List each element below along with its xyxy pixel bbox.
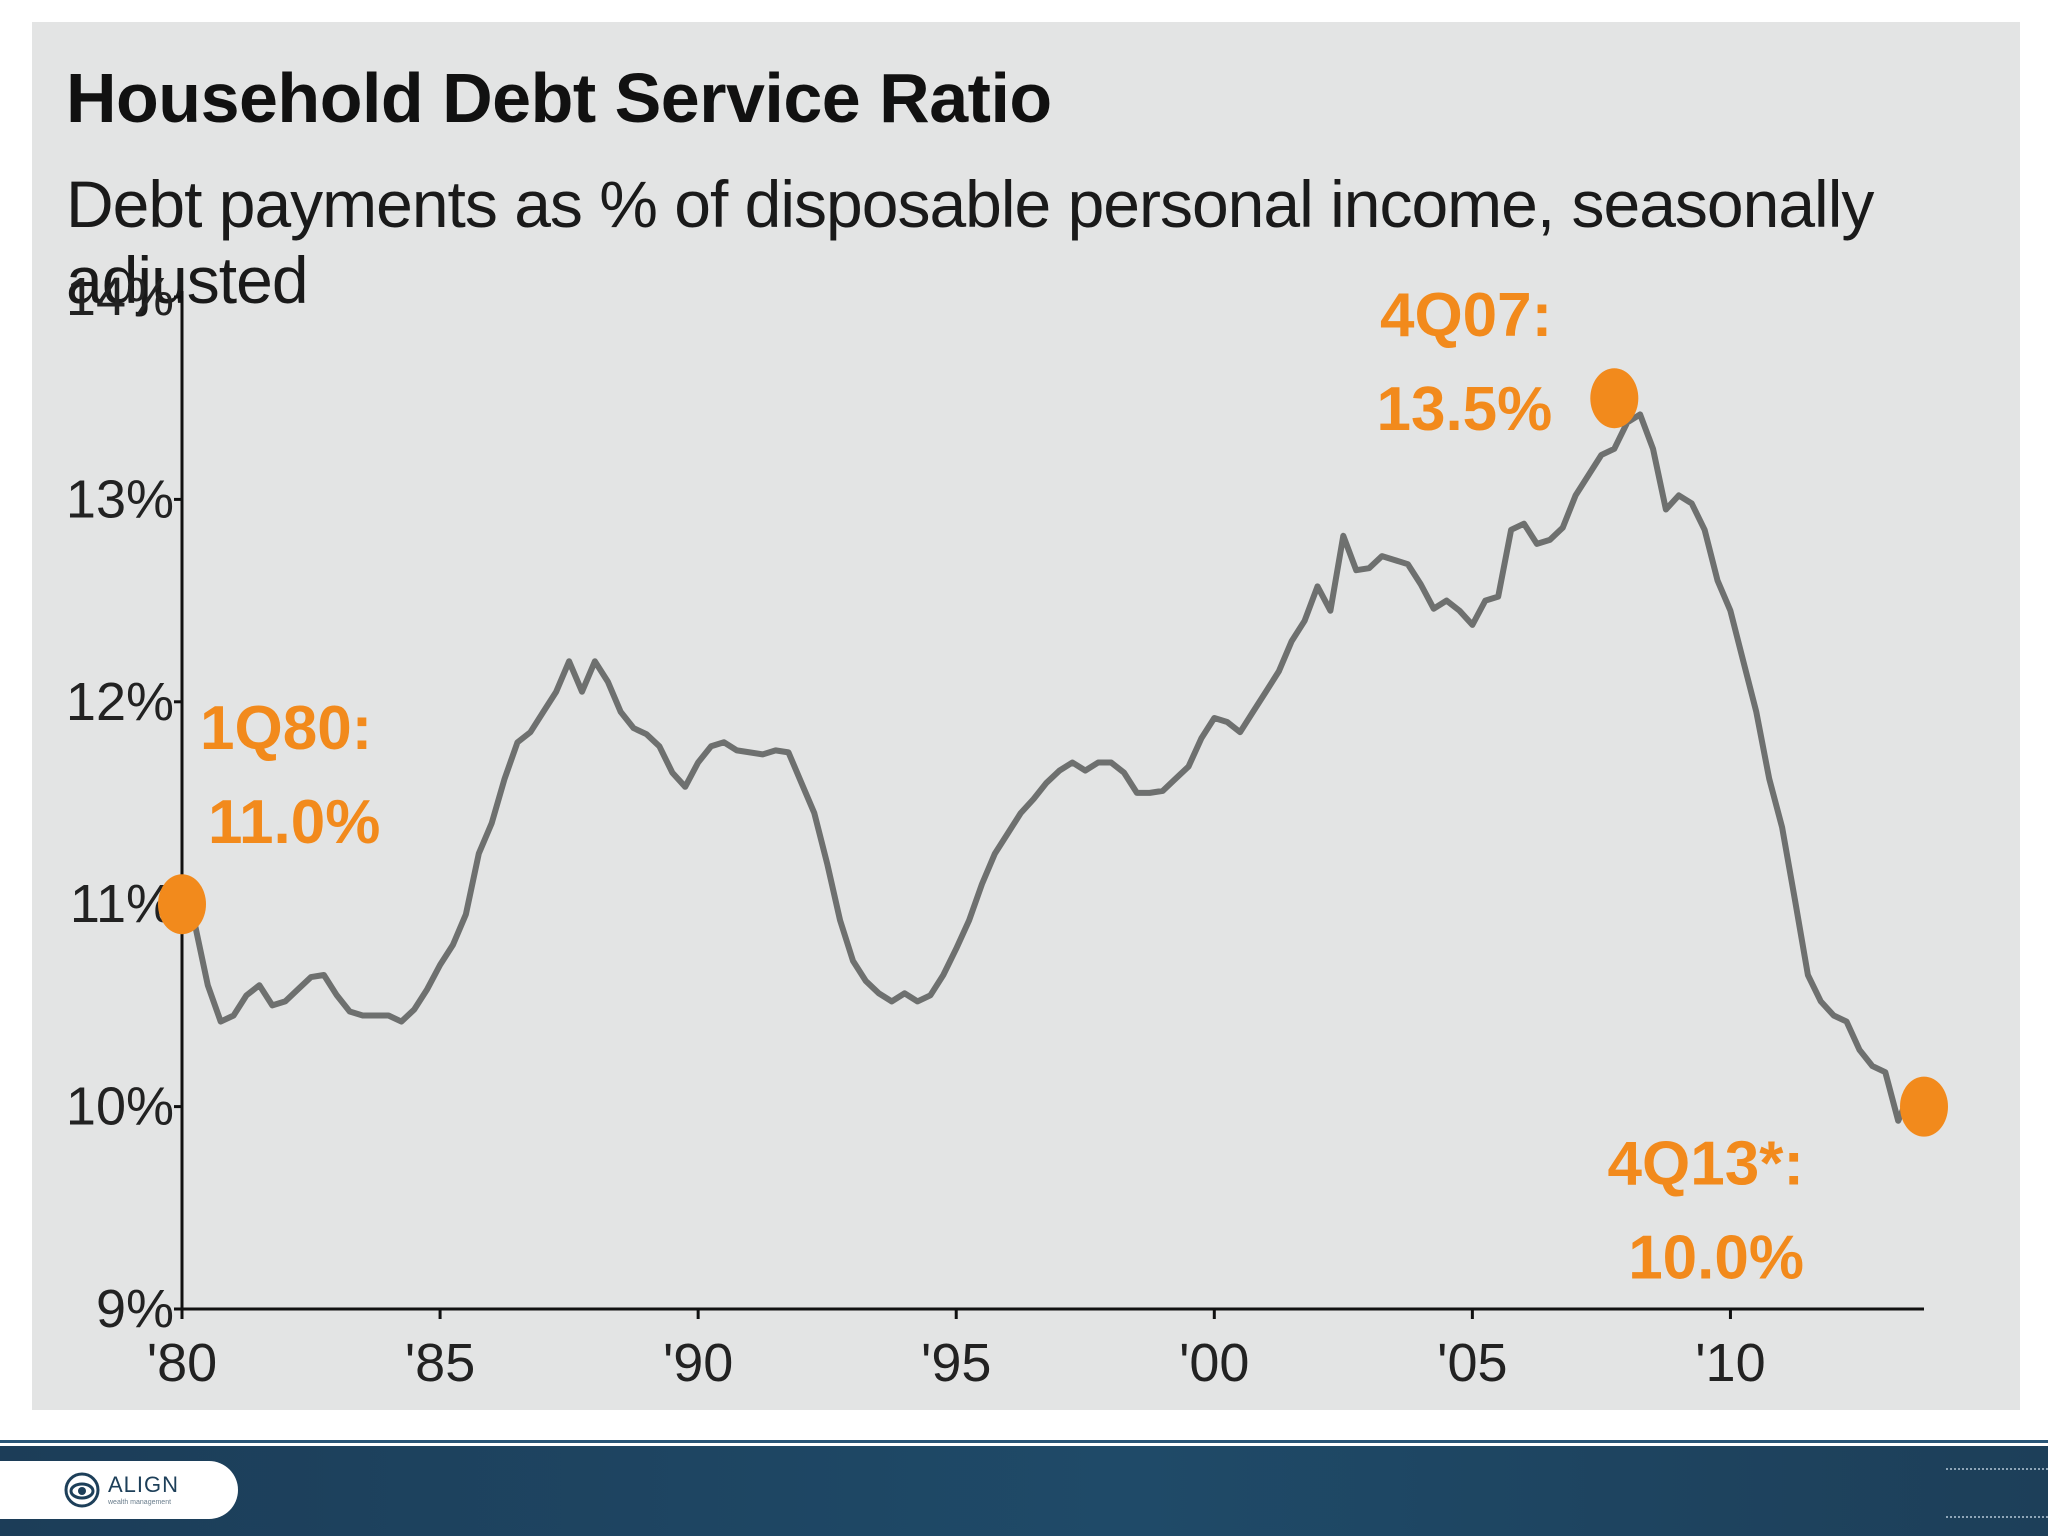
eye-logo-icon (64, 1472, 100, 1508)
chart-subtitle: Debt payments as % of disposable persona… (66, 167, 1874, 317)
chart-title: Household Debt Service Ratio (66, 59, 1052, 137)
footer-dotted-line (1946, 1468, 2048, 1470)
company-logo[interactable]: ALIGN wealth management (0, 1461, 238, 1519)
x-tick-label: '95 (921, 1333, 991, 1393)
x-tick-label: '90 (663, 1333, 733, 1393)
annotation-value: 11.0% (208, 788, 380, 857)
y-tick-label: 12% (66, 672, 174, 732)
y-tick-label: 10% (66, 1077, 174, 1137)
line-chart: 9% 10% 11% 12% 13% 14% '80 '85 '90 '95 '00 '05 '10 1Q… (66, 267, 1948, 1393)
annotation-value: 10.0% (1628, 1224, 1804, 1293)
annotation-marker (1900, 1076, 1948, 1137)
footer-bar (0, 1446, 2048, 1536)
chart-panel (32, 22, 2020, 1410)
x-tick-label: '00 (1179, 1333, 1249, 1393)
logo-name: ALIGN (108, 1472, 180, 1497)
y-tick-label: 14% (66, 267, 174, 327)
logo-tagline: wealth management (108, 1499, 172, 1506)
annotation-value: 13.5% (1376, 375, 1552, 444)
x-tick-label: '05 (1437, 1333, 1507, 1393)
annotation-label: 1Q80: (200, 694, 372, 763)
x-tick-label: '80 (147, 1333, 217, 1393)
y-tick-label: 11% (70, 874, 174, 934)
footer-rule (0, 1440, 2048, 1443)
y-tick-label: 13% (66, 469, 174, 529)
x-tick-label: '10 (1695, 1333, 1765, 1393)
x-tick-label: '85 (405, 1333, 475, 1393)
annotation-label: 4Q07: (1380, 281, 1552, 350)
annotation-marker (1590, 368, 1639, 429)
y-tick-label: 9% (96, 1279, 174, 1339)
annotation-label: 4Q13*: (1608, 1130, 1804, 1199)
series-line (179, 411, 1927, 1124)
footer-dotted-line (1946, 1516, 2048, 1518)
annotation-marker (158, 874, 206, 935)
